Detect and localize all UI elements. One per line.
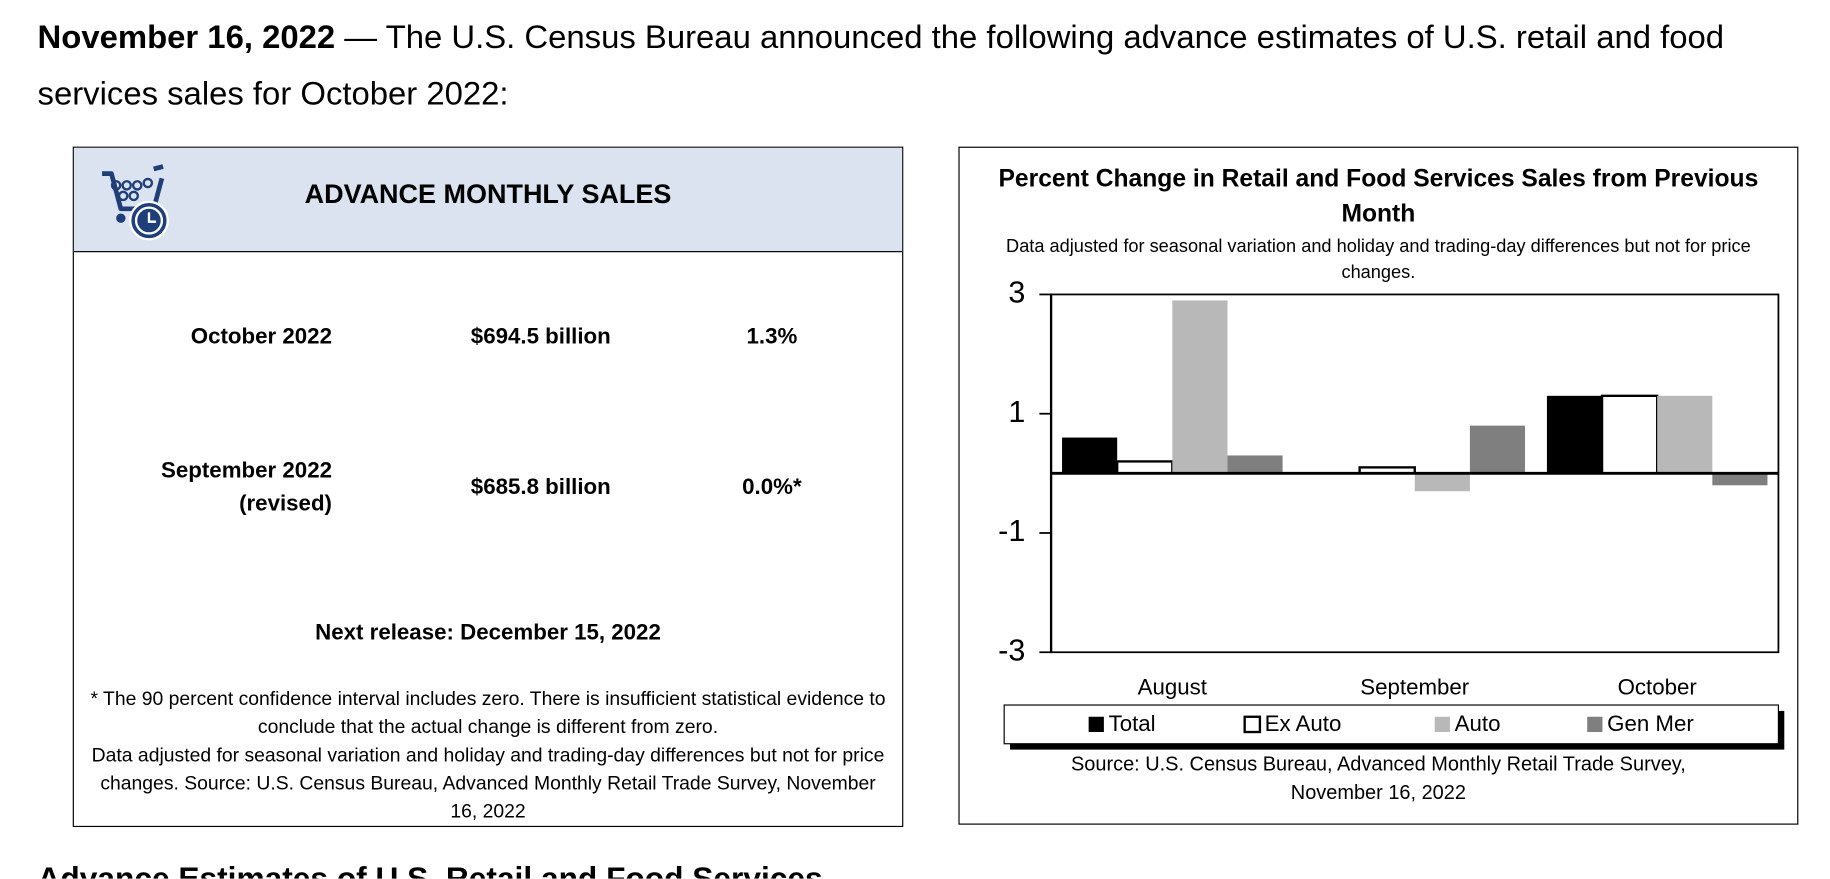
legend xyxy=(1003,704,1780,745)
legend-label: Auto xyxy=(1455,711,1501,736)
sales-panel: ADVANCE MONTHLY SALES October 2022 $694.… xyxy=(72,146,904,828)
legend-swatch xyxy=(1243,715,1262,734)
bar xyxy=(1657,395,1713,474)
footnotes: * The 90 percent confidence interval inc… xyxy=(88,685,888,826)
cart-icon xyxy=(102,164,169,241)
legend-label: Ex Auto xyxy=(1265,711,1342,736)
bar xyxy=(1062,437,1118,474)
panel-header: ADVANCE MONTHLY SALES xyxy=(73,147,903,253)
next-release: Next release: December 15, 2022 xyxy=(315,620,661,646)
footnote: Data adjusted for seasonal variation and… xyxy=(91,744,885,823)
legend-label: Gen Mer xyxy=(1607,711,1694,736)
legend-label: Total xyxy=(1109,711,1156,736)
panel-title: ADVANCE MONTHLY SALES xyxy=(304,178,672,209)
intro-date: November 16, 2022 xyxy=(37,18,336,56)
row-label: September 2022 xyxy=(161,458,332,484)
y-tick-label: 3 xyxy=(1008,276,1025,310)
y-tick-label: 1 xyxy=(1008,395,1025,429)
row-value: $685.8 billion xyxy=(470,475,611,500)
bar xyxy=(1227,455,1283,474)
x-tick-label: August xyxy=(1138,675,1208,700)
chart-title: Percent Change in Retail and Food Servic… xyxy=(998,165,1759,228)
legend-swatch xyxy=(1088,716,1104,733)
section-heading: Advance Estimates of U.S. Retail and Foo… xyxy=(37,861,823,879)
x-tick-label: October xyxy=(1618,675,1698,700)
chart-panel: Percent Change in Retail and Food Servic… xyxy=(958,146,1799,825)
bar xyxy=(1600,394,1659,475)
bar xyxy=(1116,460,1174,475)
bar xyxy=(1712,473,1768,486)
chart-subtitle: Data adjusted for seasonal variation and… xyxy=(1006,236,1751,283)
bar xyxy=(1469,425,1526,474)
footnote: * The 90 percent confidence interval inc… xyxy=(90,688,886,738)
row-value: $694.5 billion xyxy=(470,324,611,350)
row-note: (revised) xyxy=(239,491,332,517)
row-change: 1.3% xyxy=(746,324,798,350)
bar xyxy=(1414,473,1470,492)
intro-text: — The U.S. Census Bureau announced the f… xyxy=(37,18,1725,112)
legend-swatch xyxy=(1587,716,1603,733)
y-tick-label: -3 xyxy=(998,633,1025,667)
legend-swatch xyxy=(1434,716,1450,733)
bar xyxy=(1172,300,1228,474)
chart: -3 -1 1 3 August September October Total Ex Auto… xyxy=(998,276,1785,750)
y-tick-label: -1 xyxy=(998,514,1025,548)
intro: November 16, 2022 — The U.S. Census Bure… xyxy=(38,9,1798,122)
bar xyxy=(1546,395,1603,474)
row-label: October 2022 xyxy=(190,324,332,350)
chart-source: Source: U.S. Census Bureau, Advanced Mon… xyxy=(1070,753,1686,804)
x-tick-label: September xyxy=(1360,675,1470,700)
row-change: 0.0%* xyxy=(742,475,802,500)
